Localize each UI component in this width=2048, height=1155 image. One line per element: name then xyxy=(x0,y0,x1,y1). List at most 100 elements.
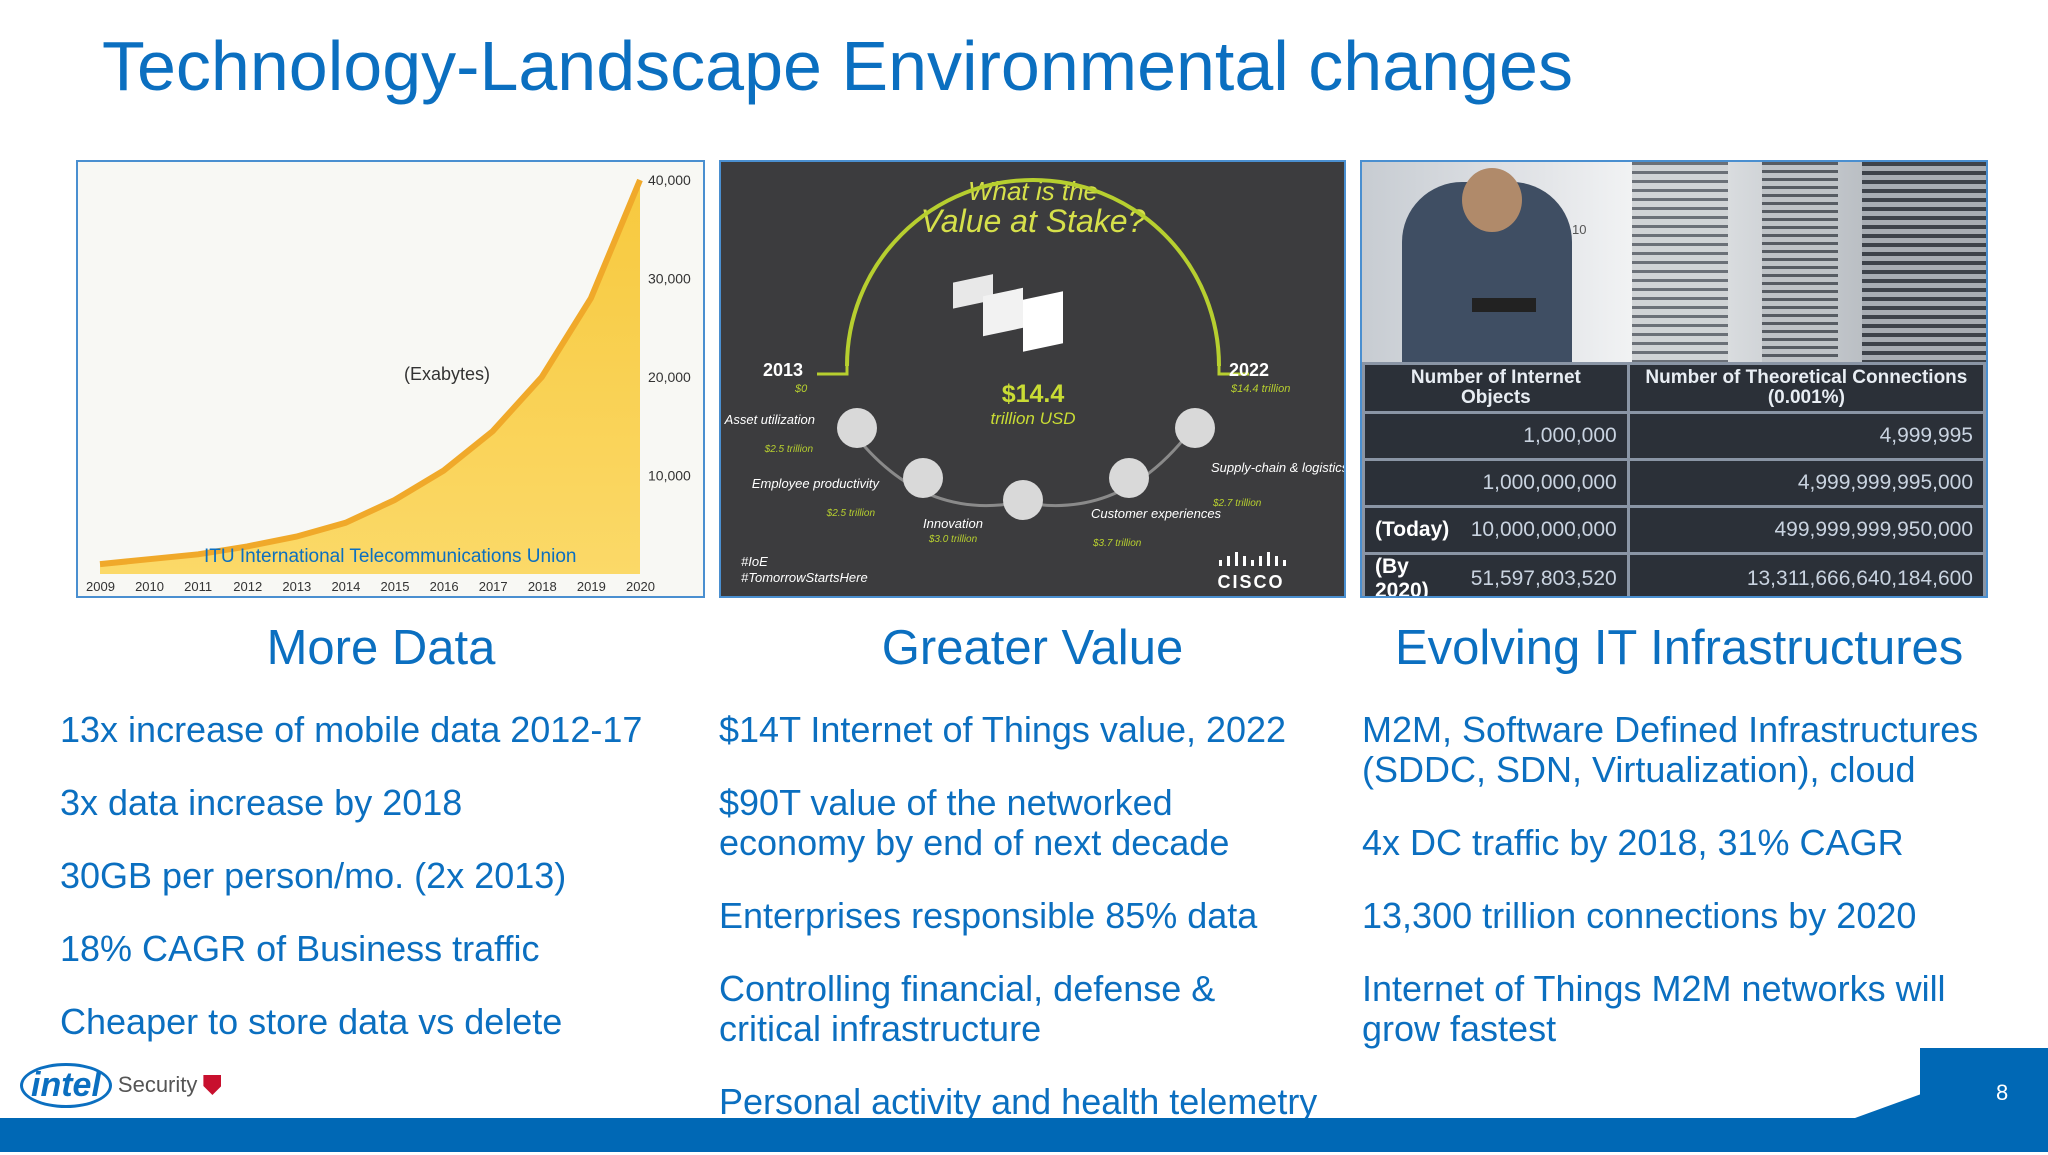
data-volume-line xyxy=(99,178,643,568)
hashtag-ioe: #IoE xyxy=(741,554,768,569)
y-tick-label: 40,000 xyxy=(648,172,691,188)
arc-left-connector xyxy=(817,366,849,376)
x-tick-label: 2010 xyxy=(135,579,164,594)
tablet-device xyxy=(1472,298,1536,312)
list-item: 4x DC traffic by 2018, 31% CAGR xyxy=(1362,822,1904,863)
item-asset-value: $2.5 trillion xyxy=(764,444,814,455)
item-innovation-label: Innovation xyxy=(923,516,983,531)
table-row: 1,000,000 4,999,995 xyxy=(1362,411,1986,461)
row-label xyxy=(1362,411,1461,461)
row-objects: 51,597,803,520 xyxy=(1460,552,1630,596)
money-stack-icon xyxy=(953,274,1063,352)
x-tick-label: 2013 xyxy=(282,579,311,594)
table-header-connections: Number of Theoretical Connections (0.001… xyxy=(1626,362,1986,414)
intel-logo: intel xyxy=(20,1062,112,1108)
rack-number-label: 10 xyxy=(1572,222,1587,237)
center-value: $14.4 xyxy=(1002,380,1065,408)
data-growth-chart-panel: 40,000 30,000 20,000 10,000 2009 2010 2011 201… xyxy=(76,160,705,598)
column-more-data: 13x increase of mobile data 2012-17 3x d… xyxy=(60,710,710,1075)
table-row: 1,000,000,000 4,999,999,995,000 xyxy=(1362,458,1986,508)
list-item: 3x data increase by 2018 xyxy=(60,782,463,823)
x-tick-label: 2012 xyxy=(233,579,262,594)
x-tick-label: 2017 xyxy=(479,579,508,594)
row-connections: 499,999,999,950,000 xyxy=(1626,505,1986,555)
arc-right-connector xyxy=(1217,366,1249,376)
column-greater-value: $14T Internet of Things value, 2022 $90T… xyxy=(719,710,1339,1155)
row-label: (By 2020) xyxy=(1362,552,1461,596)
list-item: $14T Internet of Things value, 2022 xyxy=(719,709,1287,750)
list-item: $90T value of the networked economy by e… xyxy=(719,782,1230,863)
intel-security-logo: intel Security xyxy=(20,1060,222,1110)
y-tick-label: 20,000 xyxy=(648,369,691,385)
data-growth-chart: 40,000 30,000 20,000 10,000 2009 2010 2011 201… xyxy=(86,172,691,594)
x-tick-label: 2011 xyxy=(184,579,212,594)
center-unit: trillion USD xyxy=(990,409,1075,428)
value-arc xyxy=(845,178,1221,367)
list-item: 18% CAGR of Business traffic xyxy=(60,928,540,969)
cisco-logo: CISCO xyxy=(1217,572,1284,592)
server-rack-1 xyxy=(1632,162,1728,362)
employee-productivity-icon xyxy=(903,458,943,498)
item-supply-value: $2.7 trillion xyxy=(1212,498,1262,509)
left-year: 2013 xyxy=(763,360,803,380)
y-tick-label: 10,000 xyxy=(648,468,691,484)
x-tick-label: 2019 xyxy=(577,579,606,594)
data-volume-area xyxy=(100,180,640,574)
shield-icon xyxy=(203,1075,222,1095)
item-employee-value: $2.5 trillion xyxy=(826,508,876,519)
value-at-stake-graphic: What is the Value at Stake? 2013 $0 2022… xyxy=(724,176,1344,592)
column-heading-evolving-it: Evolving IT Infrastructures xyxy=(1395,621,1964,675)
right-year: 2022 xyxy=(1229,360,1269,380)
y-tick-label: 30,000 xyxy=(648,271,691,287)
row-objects: 10,000,000,000 xyxy=(1460,505,1630,555)
datacenter-photo: 10 xyxy=(1362,162,1986,362)
supply-chain-icon xyxy=(1175,408,1215,448)
server-rack-3 xyxy=(1862,162,1986,362)
chart-unit-label: (Exabytes) xyxy=(404,364,490,384)
slide-title: Technology-Landscape Environmental chang… xyxy=(102,27,1573,105)
list-item: Enterprises responsible 85% data xyxy=(719,895,1258,936)
list-item: Controlling financial, defense & critica… xyxy=(719,968,1216,1049)
item-customer-label: Customer experiences xyxy=(1091,506,1222,521)
x-tick-label: 2015 xyxy=(381,579,410,594)
security-label: Security xyxy=(117,1072,198,1097)
item-supply-label: Supply-chain & logistics efficiencies xyxy=(1211,460,1344,475)
right-value: $14.4 trillion xyxy=(1230,383,1290,395)
list-item: 13,300 trillion connections by 2020 xyxy=(1362,895,1917,936)
left-value: $0 xyxy=(794,383,808,395)
value-heading-line2: Value at Stake? xyxy=(921,203,1146,239)
iot-connections-panel: 10 Number of Internet Objects Number of … xyxy=(1360,160,1988,598)
customer-experiences-icon xyxy=(1109,458,1149,498)
server-rack-2 xyxy=(1762,162,1838,362)
item-customer-value: $3.7 trillion xyxy=(1092,538,1142,549)
x-tick-label: 2014 xyxy=(331,579,360,594)
x-tick-label: 2009 xyxy=(86,579,115,594)
connections-table: Number of Internet Objects Number of The… xyxy=(1362,362,1986,596)
row-objects: 1,000,000,000 xyxy=(1460,458,1630,508)
list-item: Personal activity and health telemetry xyxy=(719,1081,1318,1122)
item-innovation-value: $3.0 trillion xyxy=(928,534,978,545)
table-row: (Today) 10,000,000,000 499,999,999,950,0… xyxy=(1362,505,1986,555)
list-item: M2M, Software Defined Infrastructures (S… xyxy=(1362,709,1979,790)
column-evolving-it: M2M, Software Defined Infrastructures (S… xyxy=(1362,710,2002,1082)
page-number: 8 xyxy=(1996,1080,2009,1105)
column-heading-greater-value: Greater Value xyxy=(881,621,1184,675)
column-heading-more-data: More Data xyxy=(266,621,496,675)
row-connections: 4,999,995 xyxy=(1626,411,1986,461)
row-objects: 1,000,000 xyxy=(1460,411,1630,461)
list-item: 30GB per person/mo. (2x 2013) xyxy=(60,855,567,896)
list-item: 13x increase of mobile data 2012-17 xyxy=(60,709,643,750)
x-tick-label: 2018 xyxy=(528,579,557,594)
hashtag-tomorrow: #TomorrowStartsHere xyxy=(741,570,868,585)
list-item: Internet of Things M2M networks will gro… xyxy=(1362,968,1946,1049)
x-tick-label: 2016 xyxy=(430,579,459,594)
footer-accent-block xyxy=(1920,1048,2048,1128)
technician-head xyxy=(1462,168,1522,232)
row-connections: 4,999,999,995,000 xyxy=(1626,458,1986,508)
cisco-logo-bars xyxy=(1219,552,1286,566)
item-employee-label: Employee productivity xyxy=(752,476,881,491)
item-asset-label: Asset utilization xyxy=(724,412,815,427)
row-label xyxy=(1362,458,1461,508)
table-row: (By 2020) 51,597,803,520 13,311,666,640,… xyxy=(1362,552,1986,596)
innovation-icon xyxy=(1003,480,1043,520)
